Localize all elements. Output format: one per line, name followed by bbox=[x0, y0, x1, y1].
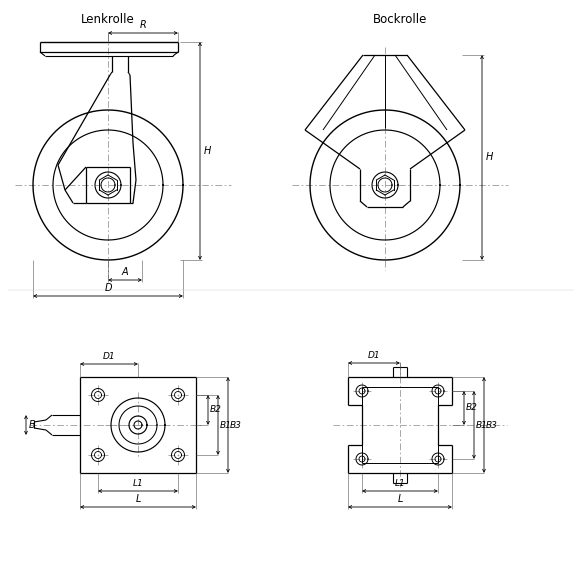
Text: H: H bbox=[204, 146, 211, 156]
Text: Lenkrolle: Lenkrolle bbox=[81, 13, 135, 26]
Text: H: H bbox=[486, 152, 494, 163]
Text: L1: L1 bbox=[133, 479, 143, 488]
Text: B1: B1 bbox=[220, 421, 232, 430]
Text: A: A bbox=[122, 267, 128, 277]
Text: R: R bbox=[140, 20, 147, 30]
Text: L1: L1 bbox=[395, 479, 406, 488]
Text: Bockrolle: Bockrolle bbox=[373, 13, 427, 26]
Text: B3: B3 bbox=[230, 421, 242, 430]
Text: B: B bbox=[29, 420, 36, 430]
Text: L: L bbox=[398, 494, 403, 504]
Text: D: D bbox=[104, 283, 112, 293]
Text: D1: D1 bbox=[368, 351, 380, 360]
Text: B2: B2 bbox=[466, 403, 478, 413]
Text: L: L bbox=[135, 494, 141, 504]
Text: D1: D1 bbox=[102, 352, 115, 361]
Text: B3: B3 bbox=[486, 421, 498, 430]
Text: B2: B2 bbox=[210, 406, 222, 414]
Text: B1: B1 bbox=[476, 421, 488, 430]
